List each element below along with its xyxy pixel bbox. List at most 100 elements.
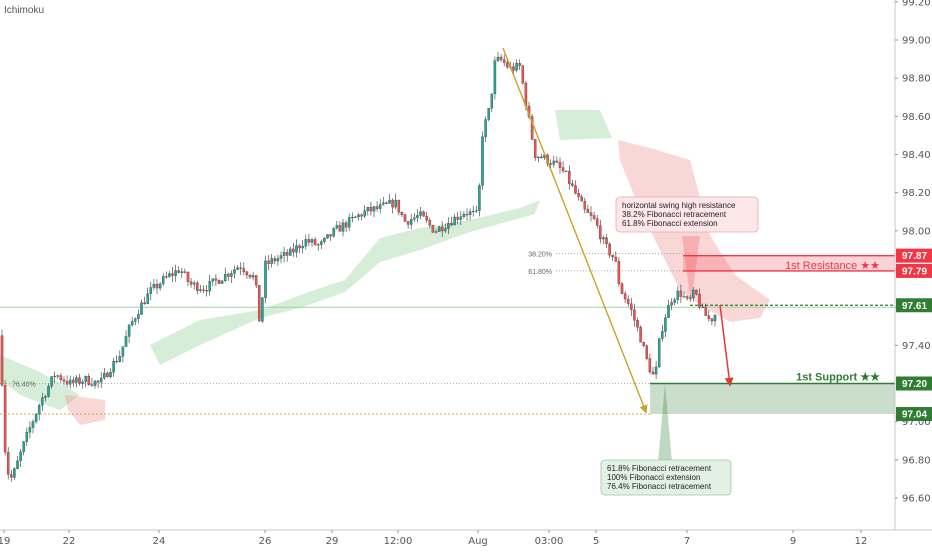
candle-body <box>6 451 10 475</box>
price-level-tag <box>896 298 932 313</box>
candle-body <box>512 66 515 71</box>
candle-body <box>447 223 450 229</box>
candle-body <box>19 451 22 461</box>
price-tick-label: 98.80 <box>902 74 931 85</box>
candle-body <box>81 381 84 384</box>
price-tick-label: 97.00 <box>902 417 931 428</box>
candle-body <box>530 116 534 140</box>
price-level-tag <box>896 263 932 278</box>
price-axis[interactable]: 99.2099.0098.8098.6098.4098.2098.0097.80… <box>894 0 932 530</box>
candle-body <box>679 290 683 297</box>
candle-body <box>521 65 525 84</box>
candle-body <box>115 360 118 363</box>
candle-body <box>261 297 264 322</box>
candle-body <box>180 271 184 273</box>
candle-body <box>65 381 69 385</box>
candle-body <box>168 273 171 277</box>
candle-body <box>620 283 624 294</box>
candle-body <box>571 183 574 186</box>
time-tick-label: 12:00 <box>384 536 413 547</box>
candle-body <box>462 214 466 217</box>
candle-body <box>490 93 494 109</box>
candle-body <box>617 261 621 284</box>
candle-body <box>326 234 329 239</box>
time-axis[interactable]: 19 22 24 26 29 12:00 Aug 03:00 5 7 9 12 <box>0 529 932 550</box>
candle-body <box>540 156 543 159</box>
candle-body <box>78 377 81 384</box>
candle-body <box>177 270 180 273</box>
candle-body <box>406 221 410 225</box>
candle-body <box>236 267 239 270</box>
candle-body <box>564 170 568 172</box>
candle-body <box>146 293 149 305</box>
indicator-label[interactable]: Ichimoku <box>4 5 45 16</box>
cloud-green-area <box>150 200 540 365</box>
candle-body <box>645 345 649 359</box>
price-tick-label: 97.40 <box>902 341 931 352</box>
resistance-note-line: 61.8% Fibonacci extension <box>622 219 718 228</box>
candle-body <box>137 314 140 319</box>
fib-level-label: 61.80% <box>528 269 552 276</box>
candle-body <box>96 380 100 383</box>
candle-body <box>273 258 277 262</box>
time-tick-label: 5 <box>593 536 599 547</box>
candle-body <box>453 216 456 226</box>
candle-body <box>59 375 63 380</box>
time-tick-label: 22 <box>63 536 76 547</box>
candle-body <box>608 243 611 256</box>
candle-body <box>428 220 432 226</box>
candle-body <box>378 204 382 209</box>
cloud-red-area <box>65 395 105 425</box>
candle-body <box>189 281 193 285</box>
price-tick-label: 96.80 <box>902 455 931 466</box>
resistance-note-line: 38.2% Fibonacci retracement <box>622 210 727 219</box>
candle-body <box>211 278 215 282</box>
price-level-tag <box>896 376 932 391</box>
candle-body <box>704 306 707 316</box>
candle-body <box>87 376 91 385</box>
candle-body <box>223 273 227 282</box>
candle-body <box>496 56 500 61</box>
price-tick-label: 99.20 <box>902 0 931 8</box>
candle-body <box>134 318 137 322</box>
candle-body <box>341 222 345 232</box>
candle-body <box>685 296 689 299</box>
candle-body <box>192 282 196 285</box>
candle-body <box>140 302 143 315</box>
candle-body <box>586 208 590 213</box>
candle-body <box>630 303 633 310</box>
candle-body <box>639 327 642 343</box>
note-connector <box>682 236 700 304</box>
support-note-box <box>600 459 732 496</box>
candle-body <box>403 214 407 222</box>
candle-body <box>651 371 655 375</box>
price-tick-label: 98.20 <box>902 188 931 199</box>
support-note-line: 61.8% Fibonacci retracement <box>607 464 712 473</box>
candle-body <box>227 273 230 277</box>
cloud-green-area <box>0 355 80 410</box>
candle-body <box>332 228 335 237</box>
candle-body <box>623 293 627 300</box>
candle-body <box>354 216 357 218</box>
candle-body <box>692 289 695 299</box>
candle-body <box>118 356 122 362</box>
price-level-tag-label: 97.61 <box>902 301 927 312</box>
candle-body <box>41 397 44 406</box>
candle-body <box>106 372 109 378</box>
candle-body <box>710 318 714 322</box>
candle-body <box>239 267 242 269</box>
candle-body <box>413 217 416 220</box>
candle-body <box>484 119 487 137</box>
candle-body <box>385 202 388 204</box>
candle-body <box>360 214 363 217</box>
candle-body <box>31 421 35 428</box>
note-connector <box>658 384 672 462</box>
candle-body <box>648 358 652 373</box>
candle-body <box>47 386 50 397</box>
candle-body <box>444 228 447 232</box>
candle-body <box>50 376 53 387</box>
candle-body <box>158 283 162 289</box>
candle-body <box>537 156 540 159</box>
